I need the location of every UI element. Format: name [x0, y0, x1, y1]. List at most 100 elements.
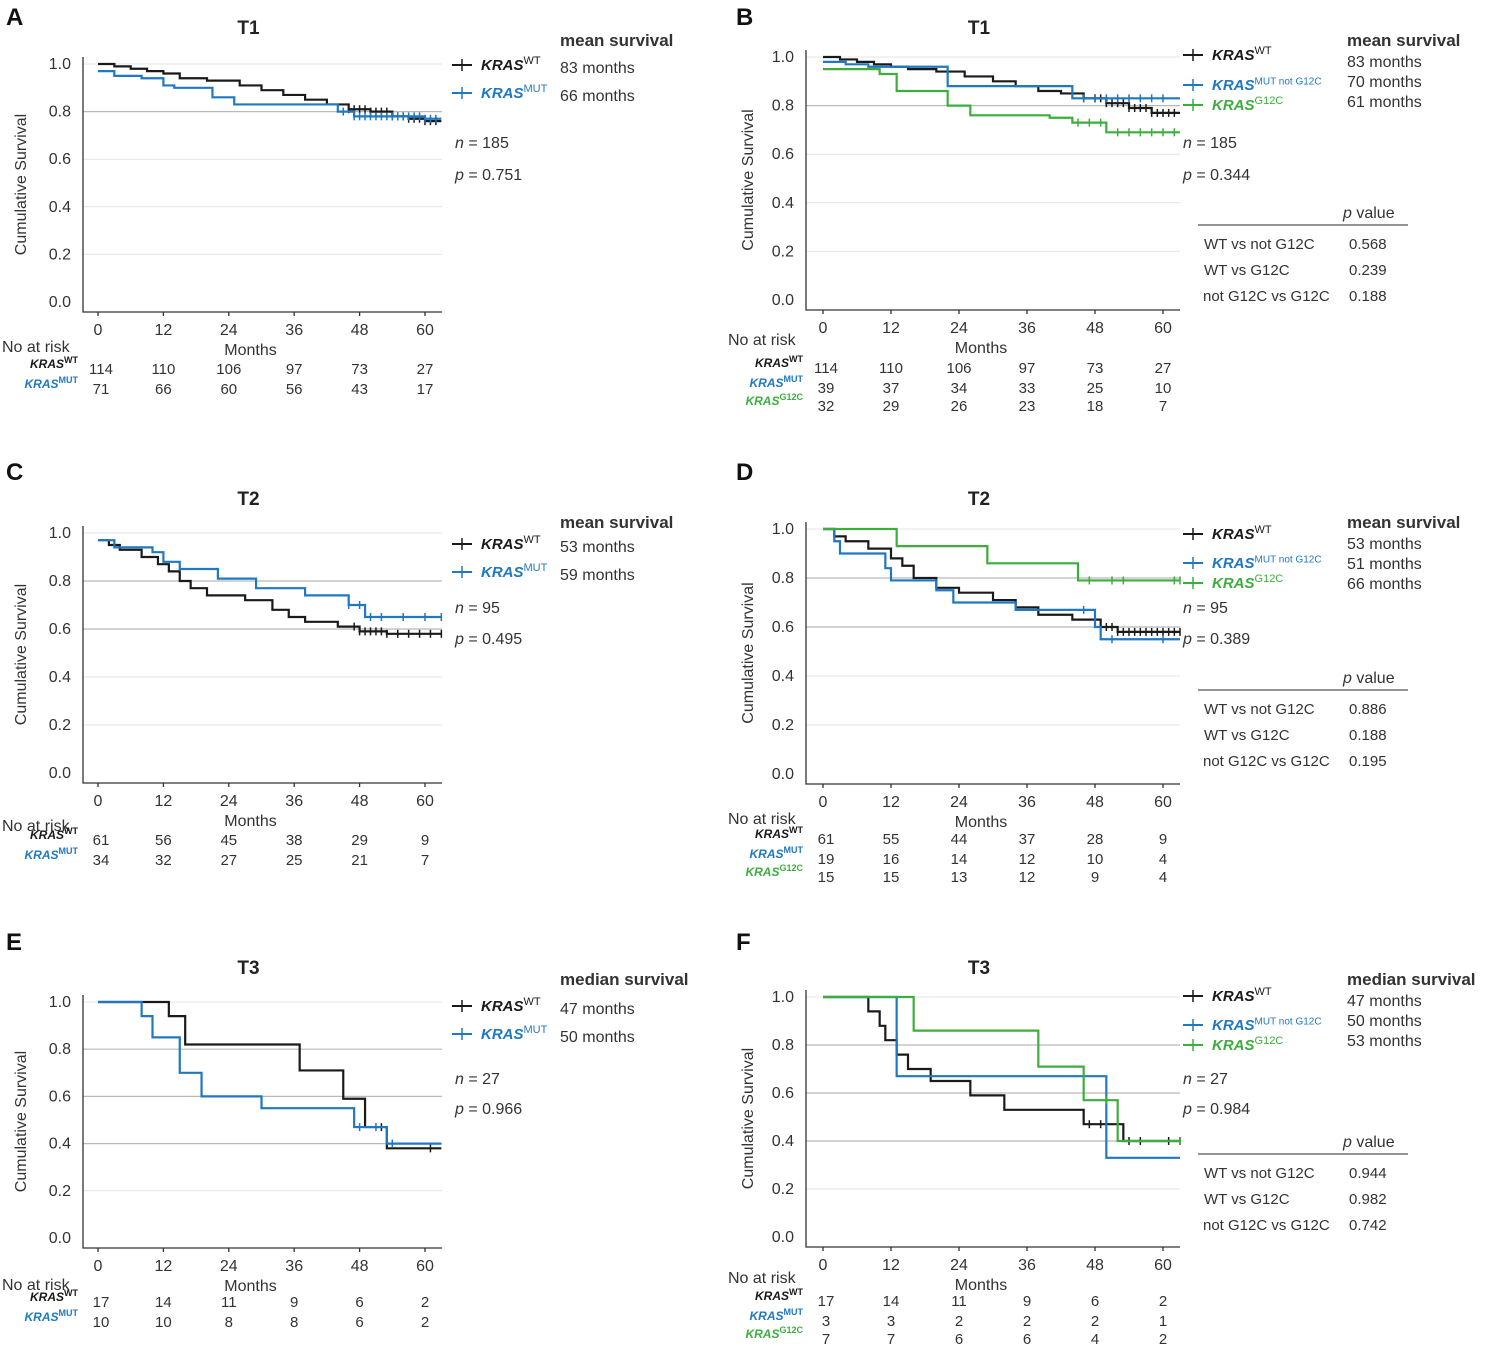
survival-header: mean survival [1347, 513, 1460, 532]
at-risk-value: 66 [155, 381, 172, 398]
x-tick-label: 48 [1086, 320, 1104, 337]
x-tick-label: 24 [950, 320, 968, 337]
at-risk-value: 4 [1159, 851, 1167, 868]
panel-title: T3 [968, 958, 990, 979]
km-curve-g12c [823, 68, 1180, 134]
at-risk-label: No at risk [2, 818, 71, 835]
panel-letter: A [6, 4, 23, 31]
at-risk-value: 17 [818, 1293, 835, 1310]
survival-header: median survival [560, 970, 689, 989]
legend-label: KRASMUT not G12C [1212, 1017, 1322, 1035]
at-risk-value: 10 [93, 1314, 110, 1331]
at-risk-value: 55 [883, 831, 900, 848]
at-risk-value: 29 [883, 398, 900, 415]
y-axis-label: Cumulative Survival [740, 582, 757, 723]
x-tick-label: 12 [882, 794, 900, 811]
y-tick-label: 0.2 [49, 246, 71, 263]
x-tick-label: 48 [1086, 794, 1104, 811]
panel-title: T1 [968, 18, 991, 39]
x-tick-label: 24 [950, 794, 968, 811]
at-risk-value: 29 [351, 832, 368, 849]
at-risk-value: 2 [421, 1294, 429, 1311]
at-risk-value: 97 [1019, 360, 1036, 377]
y-tick-label: 1.0 [772, 49, 794, 66]
survival-value: 47 months [1347, 993, 1422, 1010]
survival-value: 61 months [1347, 94, 1422, 111]
survival-value: 83 months [1347, 54, 1422, 71]
at-risk-group-label: KRASWT [30, 1288, 79, 1304]
at-risk-value: 17 [93, 1294, 110, 1311]
legend-label: KRASWT [1212, 45, 1272, 64]
x-axis-label: Months [224, 342, 276, 359]
y-tick-label: 0.2 [772, 243, 794, 260]
y-tick-label: 0.0 [772, 766, 794, 783]
at-risk-value: 6 [955, 1331, 963, 1348]
comparison-pvalue: 0.195 [1349, 753, 1387, 770]
panel-letter: C [6, 459, 23, 486]
legend-label: KRASMUT not G12C [1212, 555, 1322, 573]
at-risk-value: 6 [1023, 1331, 1031, 1348]
at-risk-group-label: KRASMUT [24, 375, 78, 391]
survival-value: 50 months [560, 1029, 635, 1046]
km-curve-mut [98, 1000, 442, 1145]
at-risk-value: 32 [818, 398, 835, 415]
y-tick-label: 0.8 [772, 1037, 794, 1054]
at-risk-value: 11 [951, 1293, 967, 1310]
survival-value: 83 months [560, 60, 635, 77]
survival-value: 66 months [560, 88, 635, 105]
at-risk-value: 8 [225, 1314, 233, 1331]
y-tick-label: 0.4 [49, 199, 71, 216]
legend-label: KRASG12C [1212, 95, 1283, 114]
at-risk-group-label: KRASG12C [745, 863, 803, 879]
at-risk-group-label: KRASMUT [749, 1307, 803, 1323]
x-tick-label: 48 [351, 1258, 369, 1275]
y-tick-label: 0.0 [49, 765, 71, 782]
p-value: p = 0.495 [454, 631, 522, 648]
comparison-pvalue: 0.982 [1349, 1191, 1387, 1208]
at-risk-value: 25 [286, 852, 303, 869]
at-risk-value: 6 [1091, 1293, 1099, 1310]
legend-label: KRASWT [481, 534, 541, 553]
n-count: n = 185 [1183, 135, 1237, 152]
at-risk-value: 8 [290, 1314, 298, 1331]
x-tick-label: 0 [819, 1257, 828, 1274]
at-risk-value: 9 [1159, 831, 1167, 848]
x-tick-label: 0 [94, 793, 103, 810]
at-risk-value: 114 [814, 360, 838, 377]
x-tick-label: 12 [155, 1258, 173, 1275]
at-risk-value: 37 [883, 380, 900, 397]
at-risk-group-label: KRASWT [755, 1287, 804, 1303]
y-tick-label: 1.0 [49, 56, 71, 73]
comparison-pvalue: 0.944 [1349, 1165, 1387, 1182]
at-risk-value: 2 [1159, 1331, 1167, 1348]
at-risk-group-label: KRASMUT [749, 845, 803, 861]
at-risk-value: 25 [1087, 380, 1104, 397]
legend-label: KRASG12C [1212, 573, 1283, 592]
at-risk-value: 56 [286, 381, 303, 398]
x-tick-label: 36 [285, 793, 303, 810]
survival-value: 53 months [1347, 1033, 1422, 1050]
km-curve-wt [98, 62, 442, 123]
y-axis-label: Cumulative Survival [13, 584, 30, 725]
at-risk-value: 27 [417, 361, 434, 378]
at-risk-label: No at risk [728, 332, 797, 349]
panel-b: B T1 0.0 0.2 0.4 0.6 0.8 1.0 0 12 24 36 48 60 Months Cu… [728, 4, 1460, 415]
survival-value: 53 months [560, 539, 635, 556]
x-axis-label: Months [224, 813, 276, 830]
km-curve-mut_not_g12c [823, 995, 1180, 1159]
y-tick-label: 0.2 [49, 717, 71, 734]
y-tick-label: 0.4 [772, 195, 794, 212]
at-risk-value: 3 [887, 1313, 895, 1330]
survival-value: 53 months [1347, 536, 1422, 553]
comparison-label: WT vs not G12C [1204, 236, 1315, 253]
km-curve-wt [823, 55, 1180, 114]
km-curve-mut_not_g12c [823, 60, 1180, 100]
at-risk-value: 39 [818, 380, 835, 397]
at-risk-value: 34 [93, 852, 110, 869]
at-risk-value: 17 [417, 381, 434, 398]
pvalue-header: p value [1342, 670, 1395, 687]
x-tick-label: 0 [819, 794, 828, 811]
x-tick-label: 24 [950, 1257, 968, 1274]
at-risk-value: 43 [351, 381, 368, 398]
